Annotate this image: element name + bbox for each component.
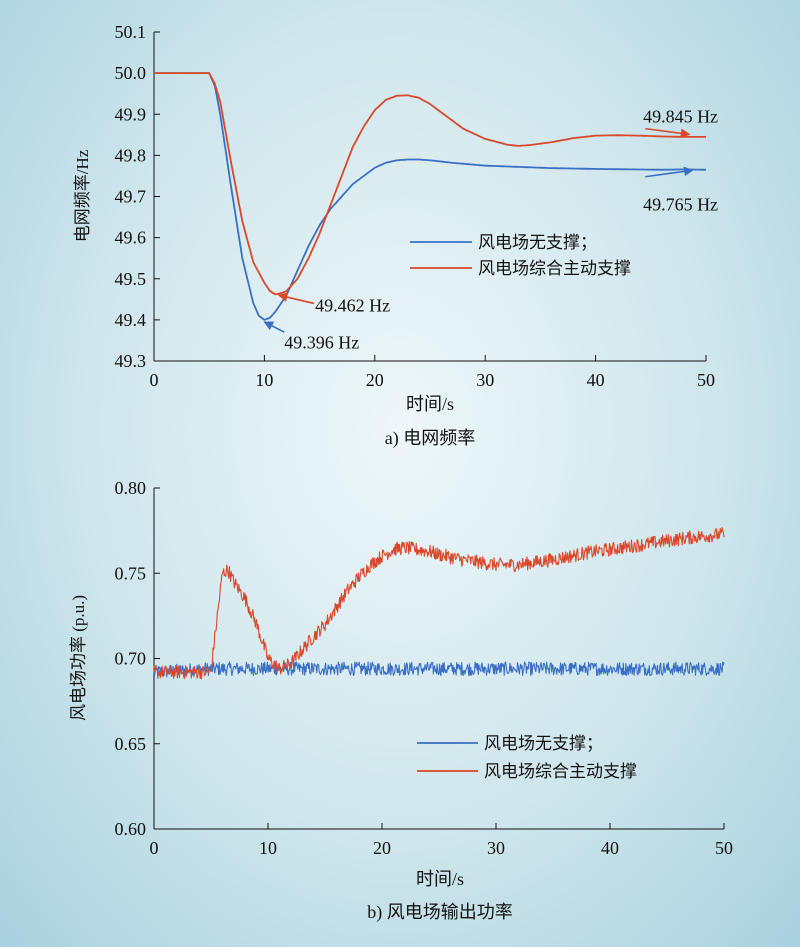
x-tick-label: 10 xyxy=(255,370,273,390)
y-tick-label: 49.7 xyxy=(115,187,147,207)
y-tick-label: 49.4 xyxy=(115,310,147,330)
y-tick-label: 50.0 xyxy=(115,63,147,83)
x-tick-label: 20 xyxy=(373,838,391,858)
frequency-chart: 49.3 49.4 49.5 49.6 49.7 49.8 49.9 50.0 50.1 0 10… xyxy=(73,22,718,449)
y-tick-label: 49.5 xyxy=(115,269,147,289)
x-tick-label: 30 xyxy=(487,838,505,858)
y-tick-label: 0.80 xyxy=(115,478,147,498)
y-tick-label: 49.3 xyxy=(115,351,147,371)
y-tick-label: 0.65 xyxy=(115,734,147,754)
frequency-chart-annotations: 49.845 Hz 49.765 Hz 49.462 Hz 49.396 Hz xyxy=(263,106,718,352)
x-tick-label: 50 xyxy=(715,838,733,858)
power-chart-caption: b) 风电场输出功率 xyxy=(367,902,513,923)
legend-label-active-support: 风电场综合主动支撑 xyxy=(484,762,637,781)
series-line-active-support xyxy=(153,527,725,680)
annotation-arrow xyxy=(263,321,285,333)
x-tick-label: 40 xyxy=(587,370,605,390)
annotation-label: 49.462 Hz xyxy=(315,295,390,315)
annotation-label: 49.765 Hz xyxy=(643,195,718,215)
frequency-chart-series xyxy=(154,72,707,321)
power-chart-series xyxy=(153,527,725,680)
y-tick-label: 0.60 xyxy=(115,819,147,839)
legend-label-active-support: 风电场综合主动支撑 xyxy=(478,259,631,278)
y-tick-label: 50.1 xyxy=(115,22,147,42)
frequency-chart-x-label: 时间/s xyxy=(406,394,454,414)
annotation-label: 49.396 Hz xyxy=(284,332,359,352)
y-tick-label: 49.8 xyxy=(115,145,147,165)
power-chart-y-label: 风电场功率 (p.u.) xyxy=(69,595,88,721)
y-tick-label: 49.9 xyxy=(115,104,147,124)
legend-label-no-support: 风电场无支撑； xyxy=(484,734,603,753)
annotation-label: 49.845 Hz xyxy=(643,106,718,126)
x-tick-label: 50 xyxy=(697,370,715,390)
frequency-chart-caption: a) 电网频率 xyxy=(385,428,475,449)
power-chart-y-ticks: 0.60 0.65 0.70 0.75 0.80 xyxy=(115,478,160,839)
x-tick-label: 30 xyxy=(476,370,494,390)
y-tick-label: 0.70 xyxy=(115,649,147,669)
x-tick-label: 0 xyxy=(150,370,159,390)
series-line-no-support xyxy=(154,72,707,321)
frequency-chart-y-ticks: 49.3 49.4 49.5 49.6 49.7 49.8 49.9 50.0 50.1 xyxy=(115,22,160,371)
frequency-chart-y-label: 电网频率/Hz xyxy=(73,149,92,242)
series-line-no-support xyxy=(153,661,725,678)
power-chart-x-ticks: 0 10 20 30 40 50 xyxy=(150,823,733,858)
series-line-active-support xyxy=(154,72,706,296)
annotation-arrow xyxy=(645,127,691,139)
legend-label-no-support: 风电场无支撑； xyxy=(478,233,597,252)
x-tick-label: 10 xyxy=(259,838,277,858)
y-tick-label: 49.6 xyxy=(115,228,147,248)
y-tick-label: 0.75 xyxy=(115,563,147,583)
x-tick-label: 20 xyxy=(366,370,384,390)
x-tick-label: 0 xyxy=(150,838,159,858)
power-chart-x-label: 时间/s xyxy=(416,869,464,889)
power-chart: 0.60 0.65 0.70 0.75 0.80 0 10 20 30 40 50 风电场无支撑；… xyxy=(69,478,733,923)
frequency-chart-legend: 风电场无支撑； 风电场综合主动支撑 xyxy=(410,233,631,278)
x-tick-label: 40 xyxy=(601,838,619,858)
annotation-arrow xyxy=(645,166,694,178)
power-chart-legend: 风电场无支撑； 风电场综合主动支撑 xyxy=(417,734,637,781)
frequency-chart-x-ticks: 0 10 20 30 40 50 xyxy=(150,355,715,390)
annotation-arrow xyxy=(277,292,315,305)
